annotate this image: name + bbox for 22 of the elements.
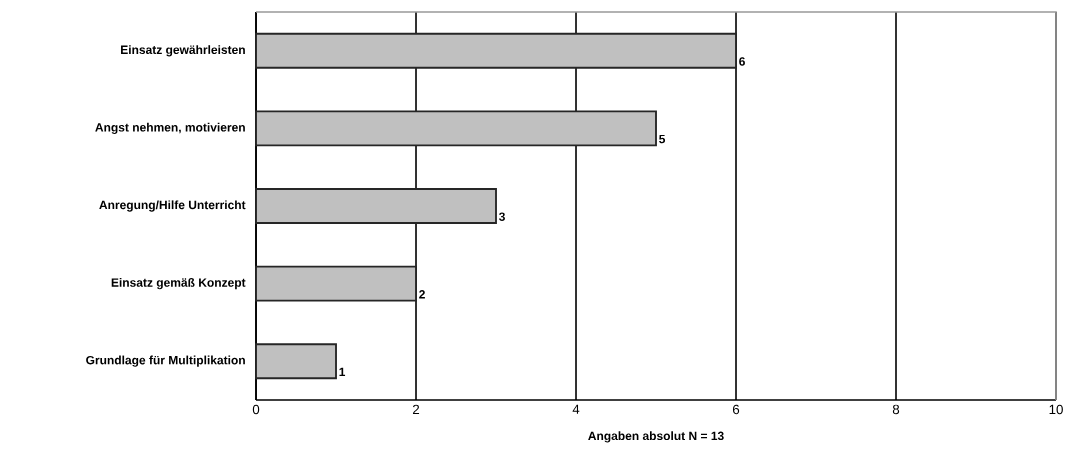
- y-tick-label: Grundlage für Multiplikation: [86, 355, 245, 367]
- bar: [255, 110, 657, 147]
- bar: [255, 265, 417, 302]
- bar: [255, 32, 737, 69]
- bar: [255, 188, 497, 224]
- x-tick-label: 4: [572, 404, 580, 414]
- x-tick-label: 6: [732, 404, 740, 415]
- y-tick-label: Einsatz gewährleisten: [121, 45, 245, 57]
- x-tick-label: 8: [892, 404, 900, 415]
- y-tick-label: Einsatz gemäß Konzept: [111, 277, 246, 290]
- data-label: 5: [659, 134, 666, 144]
- x-axis-title: Angaben absolut N = 13: [588, 431, 724, 443]
- data-label: 3: [498, 212, 505, 221]
- x-tick-label: 0: [252, 404, 260, 415]
- data-label: 6: [739, 57, 745, 66]
- data-label: 1: [339, 367, 346, 376]
- x-tick-label: 10: [1049, 404, 1063, 415]
- bar: [255, 343, 337, 380]
- x-tick-label: 2: [412, 404, 420, 415]
- data-label: 2: [419, 290, 425, 299]
- y-tick-label: Angst nehmen, motivieren: [95, 122, 245, 135]
- y-tick-label: Anregung/Hilfe Unterricht: [99, 200, 246, 212]
